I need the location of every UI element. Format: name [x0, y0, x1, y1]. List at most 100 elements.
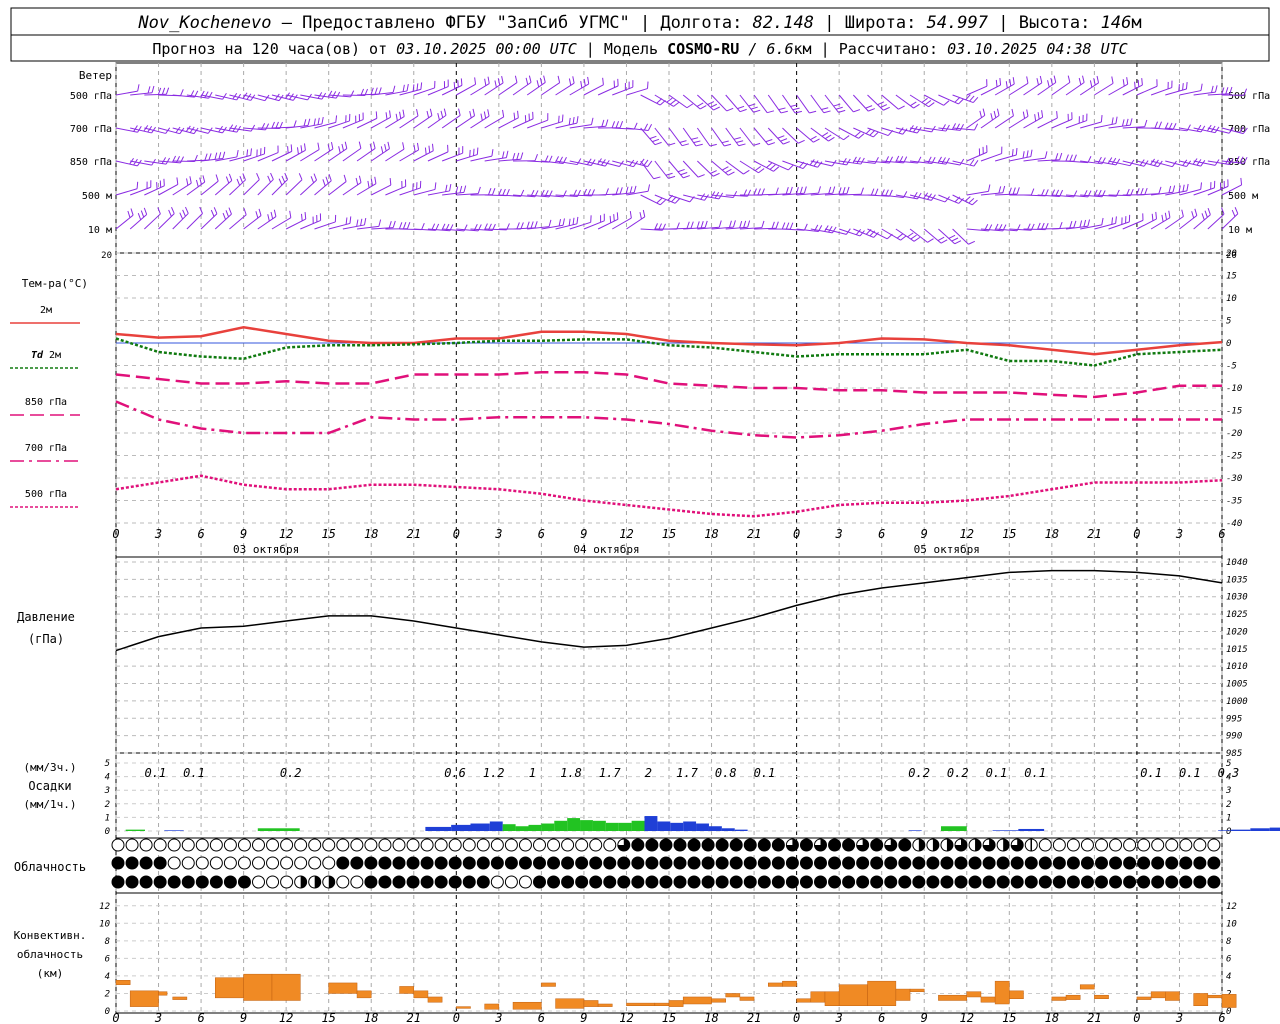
wind-barb	[796, 192, 819, 196]
wind-barb-feather	[987, 184, 991, 192]
wind-barb-feather	[1239, 126, 1244, 133]
cloud-fill	[393, 876, 405, 888]
cloud-fill	[154, 857, 167, 869]
wind-barb-feather	[1140, 188, 1144, 195]
cloud-title: Облачность	[14, 860, 86, 874]
wind-barb-feather	[1186, 183, 1189, 191]
temp-ytick-right: -15	[1226, 407, 1242, 417]
conv-xtick: 6	[1218, 1011, 1225, 1024]
wind-barb-feather	[809, 159, 815, 166]
wind-barb-feather	[907, 232, 914, 238]
pressure-title: Давление	[17, 610, 75, 624]
cloud-symbol	[982, 838, 996, 852]
wind-barb-feather	[693, 140, 701, 144]
wind-barb	[1009, 82, 1029, 96]
conv-title-1: Конвективн.	[14, 929, 87, 942]
precip-ytick-left: 5	[105, 759, 110, 769]
wind-barb	[1207, 213, 1225, 230]
cloud-symbol	[420, 856, 434, 870]
cloud-fill	[898, 876, 911, 888]
wind-barb	[413, 188, 436, 196]
cloud-fill	[140, 857, 153, 869]
cloud-fill	[617, 857, 630, 869]
cloud-fill	[421, 857, 434, 869]
wind-barb	[867, 127, 889, 137]
wind-barb	[299, 179, 317, 196]
cloud-symbol	[547, 856, 561, 870]
conv-bar	[824, 991, 840, 1006]
precip-ytick-right: 2	[1226, 800, 1231, 810]
wind-level-label-right: 10 м	[1228, 225, 1252, 236]
cloud-fill	[926, 876, 939, 888]
cloud-fill	[314, 876, 321, 888]
wind-barb-feather	[654, 141, 662, 146]
wind-barb-feather	[431, 143, 434, 151]
wind-barb-feather	[1096, 75, 1100, 83]
wind-barb-feather	[455, 186, 459, 194]
cloud-fill	[912, 876, 925, 888]
wind-barb-feather	[182, 209, 186, 217]
wind-barb-feather	[255, 211, 259, 219]
wind-barb-feather	[1129, 159, 1135, 166]
wind-barb-feather	[208, 153, 212, 161]
cloud-symbol	[757, 875, 771, 889]
wind-barb-feather	[761, 220, 765, 228]
wind-barb-feather	[1221, 207, 1225, 215]
wind-barb-feather	[587, 76, 590, 84]
cloud-symbol	[575, 875, 589, 889]
wind-barb-feather	[300, 145, 303, 153]
wind-barb-feather	[955, 123, 960, 131]
wind-barb-feather	[501, 75, 504, 84]
cloud-circle	[280, 838, 294, 852]
wind-barb-feather	[1073, 154, 1077, 162]
cloud-fill	[659, 857, 672, 869]
precip-bar	[940, 826, 967, 831]
wind-barb-feather	[1044, 151, 1048, 159]
wind-barb-feather	[265, 123, 270, 131]
wind-barb-feather	[1069, 220, 1073, 228]
temp-legend-label: 850 гПа	[25, 397, 67, 408]
cloud-fill	[983, 839, 996, 852]
wind-barb-feather	[437, 113, 440, 121]
wind-barb	[1051, 194, 1074, 198]
cloud-symbol	[729, 856, 743, 870]
wind-barb	[427, 151, 449, 162]
wind-barb-feather	[728, 171, 735, 176]
wind-barb-feather	[1015, 148, 1018, 156]
wind-barb	[824, 228, 847, 235]
conv-bar	[484, 1003, 500, 1010]
cloud-symbol	[153, 856, 167, 870]
conv-xtick: 9	[921, 1011, 928, 1024]
cloud-fill	[1207, 876, 1220, 888]
temp-ytick-right: 10	[1226, 294, 1237, 304]
wind-barb	[243, 179, 260, 196]
wind-barb-feather	[370, 178, 373, 186]
precip-bar	[567, 818, 581, 831]
wind-barb	[555, 82, 575, 96]
temp-legend-label: 2м	[40, 305, 52, 316]
cloud-symbol	[617, 856, 631, 870]
cloud-fill	[940, 857, 953, 869]
cloud-circle	[266, 856, 280, 870]
wind-barb-feather	[625, 186, 629, 194]
wind-barb-feather	[865, 105, 873, 109]
cloud-circle	[603, 838, 617, 852]
wind-barb-feather	[278, 178, 283, 186]
cloud-symbol	[631, 838, 645, 852]
cloud-symbol	[378, 875, 392, 889]
wind-barb-feather	[1178, 185, 1181, 193]
wind-barb-feather	[1026, 76, 1029, 84]
wind-barb-feather	[402, 222, 407, 229]
wind-barb-feather	[469, 111, 472, 119]
wind-barb-feather	[995, 79, 998, 87]
cloud-symbol	[926, 875, 940, 889]
wind-barb-feather	[338, 146, 341, 154]
wind-barb-feather	[360, 218, 363, 226]
wind-barb-feather	[1115, 216, 1117, 224]
wind-barb-feather	[387, 141, 390, 149]
cloud-circle	[252, 838, 265, 852]
wind-barb	[541, 82, 560, 96]
cloud-fill	[730, 839, 743, 851]
wind-barb	[200, 213, 218, 230]
cloud-fill	[716, 839, 729, 851]
